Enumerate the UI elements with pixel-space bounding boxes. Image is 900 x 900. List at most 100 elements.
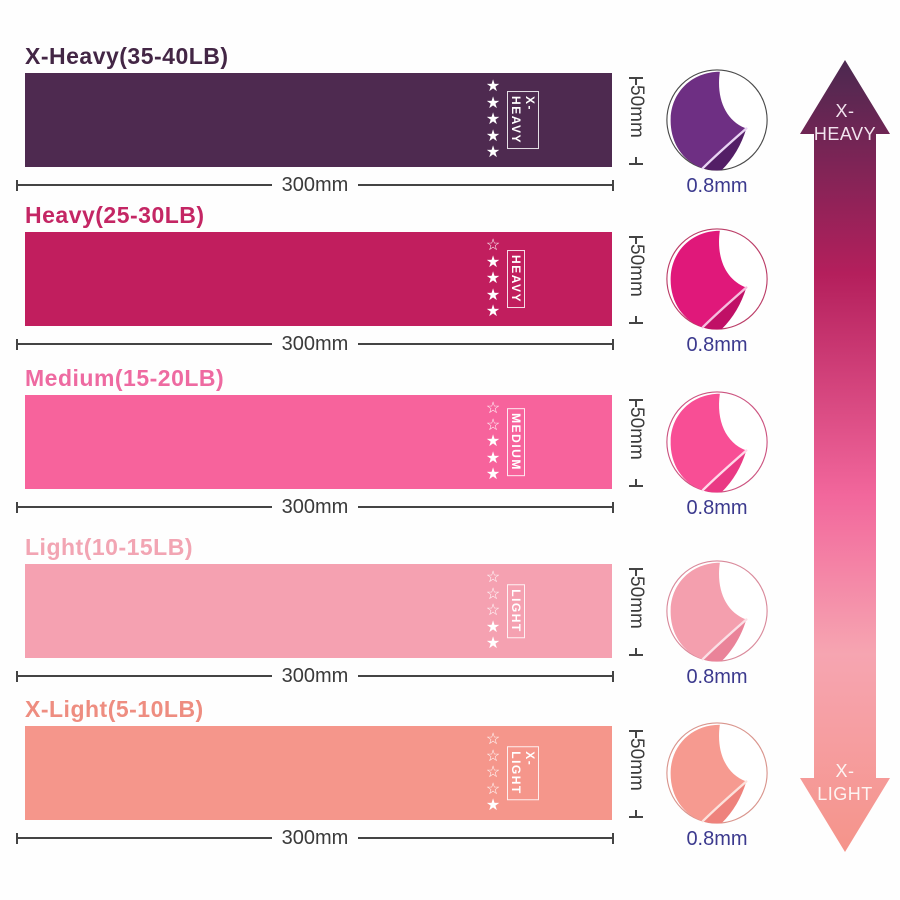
width-dimension: 300mm: [16, 174, 615, 196]
thickness-label: 0.8mm: [686, 175, 748, 197]
dimension-tick: [612, 670, 615, 682]
thickness-label: 0.8mm: [686, 828, 748, 850]
folded-band-photo: [666, 722, 768, 824]
width-dimension: 300mm: [16, 333, 615, 355]
scale-top-label-line2: HEAVY: [813, 124, 877, 144]
width-dimension: 300mm: [16, 496, 615, 518]
dimension-tick: [16, 179, 18, 191]
dimension-line: [18, 343, 272, 345]
dimension-tick: [629, 236, 643, 238]
band-tag-label: X-LIGHT: [507, 746, 539, 800]
band-row-heavy: Heavy(25-30LB) ☆★★★★ HEAVY 300mm 50mm 0.…: [0, 202, 900, 362]
dimension-tick: [612, 338, 615, 350]
dimension-tick: [16, 670, 18, 682]
width-dimension: 300mm: [16, 665, 615, 687]
dimension-tick: [16, 501, 18, 513]
dimension-tick: [16, 338, 18, 350]
height-dimension: 50mm: [622, 730, 650, 818]
dimension-line: [18, 675, 272, 677]
width-dimension-label: 300mm: [281, 665, 349, 687]
star-rating: ☆☆☆★★: [485, 568, 501, 652]
dimension-tick: [629, 77, 643, 79]
dimension-tick: [629, 568, 643, 570]
folded-band-photo: [666, 560, 768, 662]
band-tag-label: X-HEAVY: [507, 91, 539, 149]
folded-band-photo: [666, 69, 768, 171]
dimension-line: [18, 184, 272, 186]
dimension-line: [635, 810, 637, 816]
band-row-medium: Medium(15-20LB) ☆☆★★★ MEDIUM 300mm 50mm …: [0, 365, 900, 525]
band-rectangle: ☆★★★★ HEAVY: [25, 232, 612, 326]
scale-bottom-label-line1: X-: [835, 761, 855, 781]
scale-bottom-label: X- LIGHT: [800, 760, 890, 806]
width-dimension: 300mm: [16, 827, 615, 849]
scale-top-label: X- HEAVY: [800, 100, 890, 146]
dimension-tick: [629, 485, 643, 487]
dimension-line: [18, 506, 272, 508]
scale-bottom-label-line2: LIGHT: [817, 784, 873, 804]
band-tag-label: LIGHT: [507, 584, 525, 638]
width-dimension-label: 300mm: [281, 827, 349, 849]
dimension-line: [358, 837, 613, 839]
band-row-light: Light(10-15LB) ☆☆☆★★ LIGHT 300mm 50mm 0.…: [0, 534, 900, 694]
height-dimension: 50mm: [622, 568, 650, 656]
dimension-tick: [612, 501, 615, 513]
dimension-tick: [629, 730, 643, 732]
band-tag-label: MEDIUM: [507, 408, 525, 476]
dimension-tick: [629, 654, 643, 656]
dimension-line: [635, 401, 637, 407]
resistance-scale-arrow: [800, 60, 890, 852]
thickness-label: 0.8mm: [686, 497, 748, 519]
band-title: X-Light(5-10LB): [25, 696, 204, 722]
dimension-line: [358, 343, 613, 345]
width-dimension-label: 300mm: [281, 174, 349, 196]
star-rating: ☆☆☆☆★: [485, 730, 501, 814]
dimension-line: [635, 79, 637, 85]
band-row-x-heavy: X-Heavy(35-40LB) ★★★★★ X-HEAVY 300mm 50m…: [0, 43, 900, 203]
thickness-label: 0.8mm: [686, 334, 748, 356]
width-dimension-label: 300mm: [281, 496, 349, 518]
dimension-line: [635, 732, 637, 738]
band-rectangle: ☆☆☆★★ LIGHT: [25, 564, 612, 658]
height-dimension-label: 50mm: [626, 407, 647, 460]
width-dimension-label: 300mm: [281, 333, 349, 355]
dimension-tick: [629, 322, 643, 324]
band-title: Light(10-15LB): [25, 534, 193, 560]
height-dimension: 50mm: [622, 236, 650, 324]
band-tag-label: HEAVY: [507, 250, 525, 308]
dimension-tick: [629, 816, 643, 818]
star-rating: ☆☆★★★: [485, 399, 501, 483]
band-title: X-Heavy(35-40LB): [25, 43, 229, 69]
band-rectangle: ☆☆★★★ MEDIUM: [25, 395, 612, 489]
scale-top-label-line1: X-: [835, 101, 855, 121]
dimension-line: [635, 570, 637, 576]
thickness-label: 0.8mm: [686, 666, 748, 688]
dimension-line: [635, 157, 637, 163]
dimension-line: [358, 184, 613, 186]
dimension-tick: [16, 832, 18, 844]
height-dimension-label: 50mm: [626, 85, 647, 138]
folded-band-photo: [666, 391, 768, 493]
dimension-line: [635, 238, 637, 244]
height-dimension-label: 50mm: [626, 244, 647, 297]
band-title: Heavy(25-30LB): [25, 202, 205, 228]
dimension-line: [635, 316, 637, 322]
height-dimension: 50mm: [622, 77, 650, 165]
band-rectangle: ☆☆☆☆★ X-LIGHT: [25, 726, 612, 820]
dimension-tick: [612, 832, 615, 844]
dimension-tick: [629, 399, 643, 401]
dimension-line: [358, 675, 613, 677]
dimension-line: [18, 837, 272, 839]
dimension-tick: [612, 179, 615, 191]
star-rating: ★★★★★: [485, 77, 501, 161]
dimension-line: [358, 506, 613, 508]
height-dimension-label: 50mm: [626, 576, 647, 629]
height-dimension-label: 50mm: [626, 738, 647, 791]
star-rating: ☆★★★★: [485, 236, 501, 320]
band-title: Medium(15-20LB): [25, 365, 225, 391]
band-rectangle: ★★★★★ X-HEAVY: [25, 73, 612, 167]
dimension-line: [635, 648, 637, 654]
height-dimension: 50mm: [622, 399, 650, 487]
folded-band-photo: [666, 228, 768, 330]
